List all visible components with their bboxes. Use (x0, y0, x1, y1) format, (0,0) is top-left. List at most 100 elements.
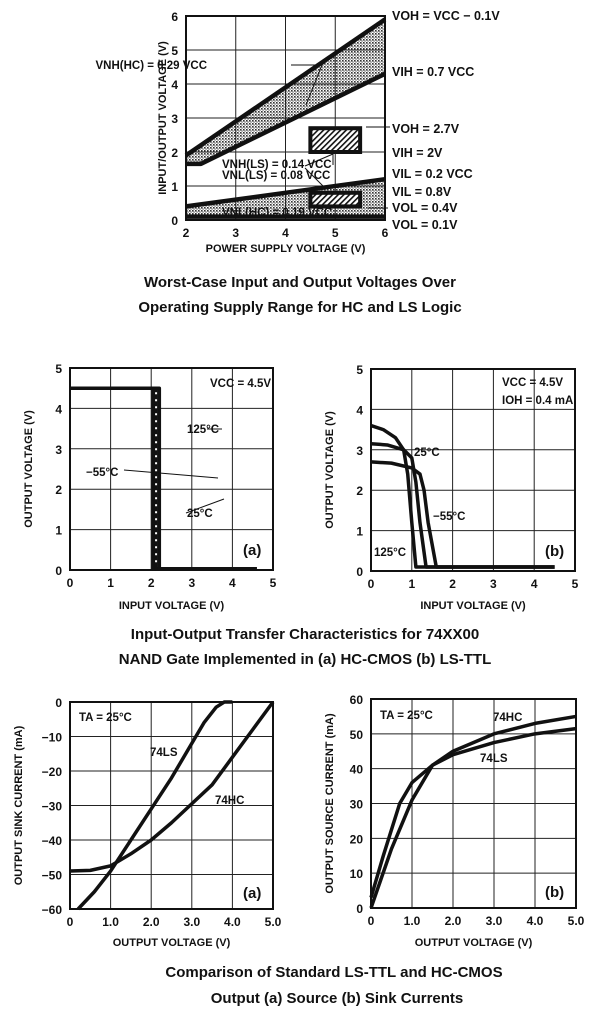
y-tick-label: 30 (350, 798, 364, 812)
x-axis-label: OUTPUT VOLTAGE (V) (415, 937, 533, 949)
annotation-arrow (185, 498, 225, 514)
level-label: VIH = 0.7 VCC (392, 65, 474, 79)
y-tick-label: −10 (42, 731, 63, 745)
ls-noise-band-box (308, 190, 363, 209)
series-line-1 (370, 423, 555, 569)
plot-frame (69, 701, 274, 910)
x-tick-label: 5 (572, 577, 579, 591)
y-axis-label: OUTPUT VOLTAGE (V) (324, 411, 336, 529)
annotation: (b) (545, 884, 564, 901)
x-tick-label: 5.0 (265, 915, 282, 929)
annotation: VCC = 4.5V (210, 378, 271, 390)
y-tick-label: 50 (350, 728, 364, 742)
x-tick-label: 4 (229, 576, 236, 590)
y-tick-label: −40 (42, 834, 63, 848)
y-tick-label: 0 (55, 696, 62, 710)
x-tick-label: 1 (107, 576, 114, 590)
x-tick-label: 4 (282, 226, 289, 240)
annotation: IOH = 0.4 mA (502, 395, 573, 407)
annotation: (b) (545, 543, 564, 560)
x-tick-label: 2 (148, 576, 155, 590)
annotation: TA = 25°C (79, 712, 132, 724)
y-tick-label: −30 (42, 800, 63, 814)
x-tick-label: 0 (67, 915, 74, 929)
y-tick-label: 5 (171, 44, 178, 58)
x-axis-label: INPUT VOLTAGE (V) (119, 600, 225, 612)
x-tick-label: 1 (408, 577, 415, 591)
annotation: (a) (243, 885, 261, 902)
x-tick-label: 0 (67, 576, 74, 590)
annotation: VNL(LS) = 0.08 VCC (222, 170, 330, 182)
annotation: VNH(LS) = 0.14 VCC (222, 159, 332, 171)
series-line-1 (76, 700, 233, 911)
y-tick-label: 40 (350, 763, 364, 777)
x-tick-label: 6 (382, 226, 389, 240)
series-line-3 (370, 460, 555, 569)
series-line-2 (69, 700, 275, 873)
annotation-arrow (304, 167, 326, 189)
y-axis-label: OUTPUT SINK CURRENT (mA) (13, 725, 25, 885)
annotation-arrow (291, 64, 323, 106)
x-tick-label: 4.0 (527, 914, 544, 928)
ls-noise-band-box (308, 126, 363, 154)
y-tick-label: 3 (171, 112, 178, 126)
annotation: 74HC (215, 795, 244, 807)
y-tick-label: 1 (356, 525, 363, 539)
y-tick-label: 4 (356, 403, 363, 417)
y-tick-label: 4 (171, 78, 178, 92)
caption-2-line-1: Input-Output Transfer Characteristics fo… (131, 626, 479, 643)
x-tick-label: 2.0 (445, 914, 462, 928)
annotation: 125°C (374, 547, 406, 559)
y-tick-label: 3 (55, 443, 62, 457)
chart-sink-current: 0 1.0 2.0 3.0 4.0 5.0 0 −10 −20 −30 −40 −50 −60 OUTPU… (13, 696, 282, 949)
annotation: −55°C (86, 467, 118, 479)
level-label: VOH = 2.7V (392, 122, 460, 136)
annotation: TA = 25°C (380, 710, 433, 722)
annotation: VNH(HC) = 0.29 VCC (95, 60, 207, 72)
y-tick-label: 20 (350, 832, 364, 846)
x-tick-label: 2.0 (143, 915, 160, 929)
x-tick-label: 2 (183, 226, 190, 240)
level-label: VIL = 0.8V (392, 185, 452, 199)
y-tick-label: 0 (171, 214, 178, 228)
y-tick-label: 0 (356, 902, 363, 916)
y-tick-label: 0 (55, 564, 62, 578)
y-tick-label: 2 (356, 484, 363, 498)
y-tick-label: 2 (55, 483, 62, 497)
x-tick-label: 5 (332, 226, 339, 240)
y-axis-label: OUTPUT VOLTAGE (V) (23, 410, 35, 528)
x-tick-label: 1.0 (404, 914, 421, 928)
series-line-1 (369, 714, 577, 899)
x-tick-label: 3.0 (486, 914, 503, 928)
annotation: 74LS (480, 753, 508, 765)
y-tick-label: 1 (55, 524, 62, 538)
x-tick-label: 1.0 (102, 915, 119, 929)
x-tick-label: 3.0 (183, 915, 200, 929)
x-tick-label: 0 (368, 577, 375, 591)
annotation: 25°C (414, 447, 440, 459)
y-tick-label: 1 (171, 180, 178, 194)
annotation: 125°C (187, 424, 219, 436)
y-tick-label: 5 (55, 362, 62, 376)
y-tick-label: 10 (350, 867, 364, 881)
annotation: 25°C (187, 508, 213, 520)
series-line-3 (70, 386, 257, 571)
y-tick-label: 4 (55, 402, 62, 416)
x-axis-label: INPUT VOLTAGE (V) (420, 600, 526, 612)
annotation: 74LS (150, 747, 178, 759)
chart-source-current: 0 1.0 2.0 3.0 4.0 5.0 0 10 20 30 40 50 60 OUTPUT VOLT… (324, 693, 585, 949)
chart-transfer-hc: 0 1 2 3 4 5 0 1 2 3 4 5 INPUT VOLTAGE (V) OUTPUT VOLT… (23, 362, 277, 612)
series-line-3 (185, 176, 386, 209)
x-tick-label: 2 (449, 577, 456, 591)
y-tick-label: 5 (356, 363, 363, 377)
caption-1-line-2: Operating Supply Range for HC and LS Log… (138, 299, 461, 316)
series-line-2 (369, 726, 577, 909)
x-axis-label: OUTPUT VOLTAGE (V) (113, 937, 231, 949)
level-label: VOL = 0.4V (392, 201, 458, 215)
y-tick-label: 0 (356, 565, 363, 579)
x-tick-label: 5 (270, 576, 277, 590)
level-label: VOL = 0.1V (392, 218, 458, 232)
y-tick-label: 60 (350, 693, 364, 707)
annotation: −55°C (433, 511, 465, 523)
